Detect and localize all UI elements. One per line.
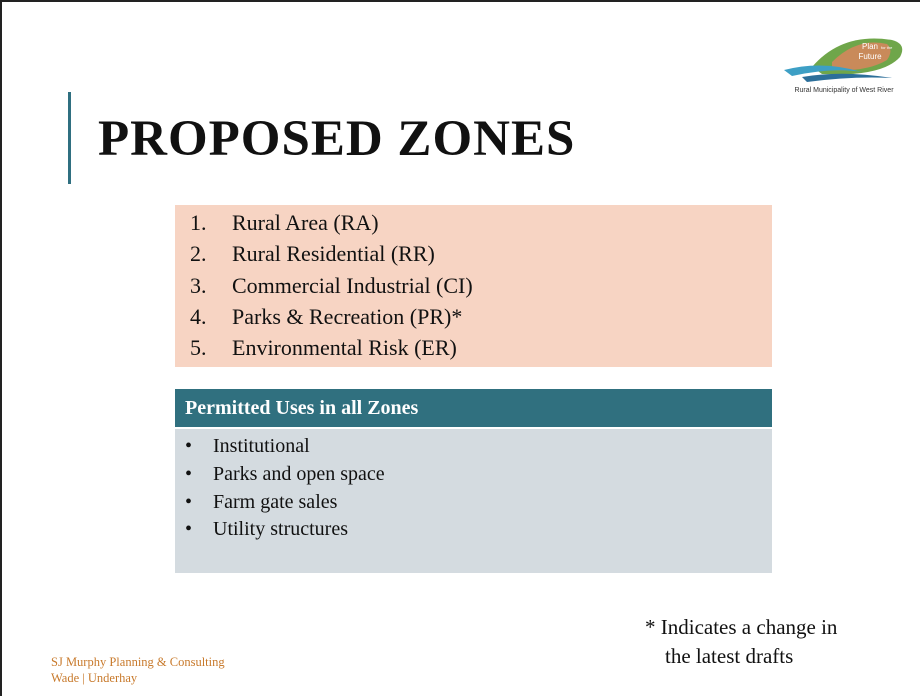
logo-text: for the bbox=[881, 45, 893, 50]
permitted-header: Permitted Uses in all Zones bbox=[175, 389, 772, 427]
footer: Wade | Underhay bbox=[51, 671, 138, 685]
logo-field bbox=[832, 42, 891, 71]
bullet: • bbox=[185, 490, 193, 513]
logo-wave bbox=[784, 65, 862, 76]
zones-box bbox=[175, 205, 772, 367]
bullet: • bbox=[185, 435, 193, 457]
bullet: • bbox=[185, 462, 193, 485]
zone-item: Environmental Risk (ER) bbox=[232, 335, 457, 361]
use-item: Institutional bbox=[213, 435, 310, 457]
zone-number: 5. bbox=[190, 335, 207, 361]
zone-number: 2. bbox=[190, 241, 207, 267]
logo-text: Future bbox=[858, 52, 882, 61]
zone-item: Parks & Recreation (PR)* bbox=[232, 303, 463, 329]
use-item: Utility structures bbox=[213, 518, 348, 541]
footnote: * Indicates a change in bbox=[645, 615, 838, 639]
title: PROPOSED ZONES bbox=[98, 111, 576, 167]
logo-text: Plan bbox=[862, 42, 878, 51]
permitted-box bbox=[175, 429, 772, 573]
bullet: • bbox=[185, 518, 193, 541]
zone-number: 1. bbox=[190, 210, 207, 235]
accent-line bbox=[68, 92, 71, 184]
logo-caption: Rural Municipality of West River bbox=[794, 87, 894, 94]
zone-number: 3. bbox=[190, 272, 207, 298]
footnote: the latest drafts bbox=[665, 644, 794, 668]
zone-item: Rural Residential (RR) bbox=[232, 241, 435, 267]
footer: SJ Murphy Planning & Consulting bbox=[51, 655, 225, 669]
zone-item: Rural Area (RA) bbox=[232, 210, 379, 235]
use-item: Farm gate sales bbox=[213, 490, 338, 513]
logo-wave bbox=[802, 73, 892, 82]
zone-number: 4. bbox=[190, 303, 207, 329]
zone-item: Commercial Industrial (CI) bbox=[232, 272, 473, 298]
use-item: Parks and open space bbox=[213, 462, 385, 485]
logo: Plan for the Future Rural Municipality o… bbox=[784, 38, 903, 94]
